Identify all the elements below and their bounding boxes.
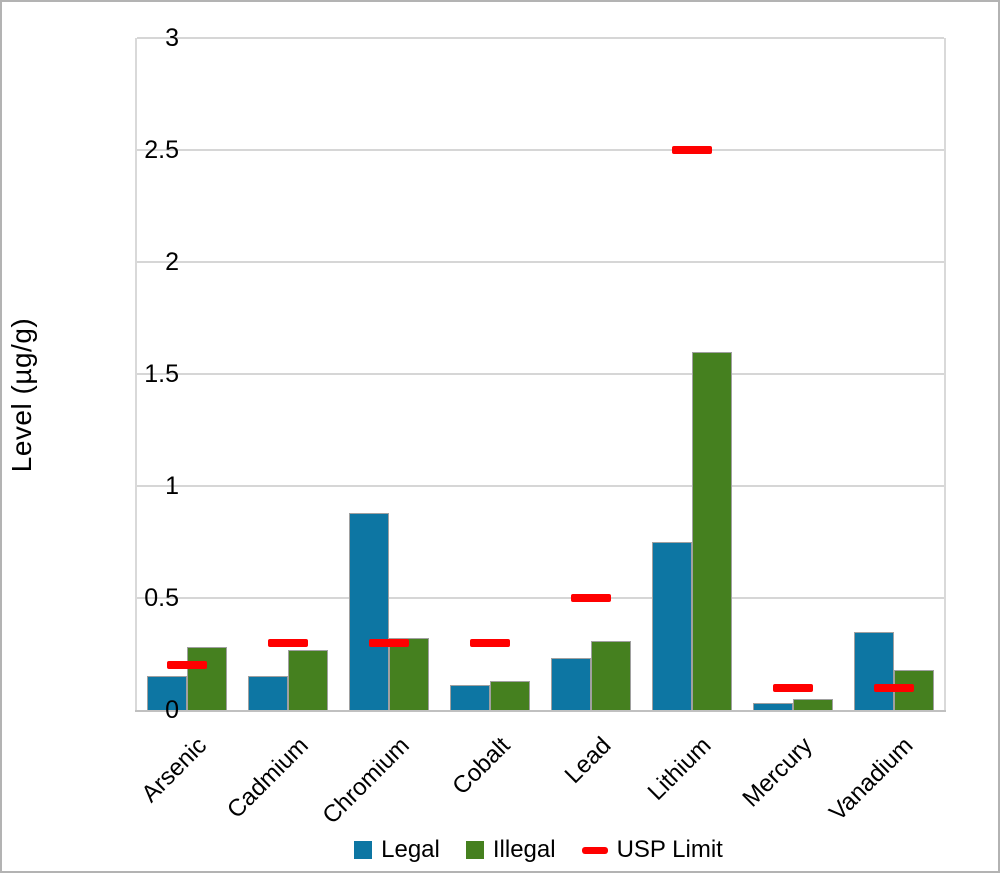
x-label-arsenic: Arsenic <box>136 732 213 808</box>
legend-swatch-illegal <box>465 841 484 859</box>
plot-area <box>135 37 946 712</box>
x-label-lead: Lead <box>559 732 617 789</box>
x-label-cobalt: Cobalt <box>447 732 516 801</box>
bar-illegal-mercury <box>792 698 833 710</box>
y-tick-label-0.5: 0.5 <box>144 584 179 612</box>
gridline-y-0.5 <box>137 597 944 599</box>
y-tick-label-0: 0 <box>165 696 179 724</box>
usp-limit-dash-mercury <box>772 683 813 692</box>
y-tick-label-2.5: 2.5 <box>144 136 179 164</box>
y-tick-label-2: 2 <box>165 248 179 276</box>
x-label-mercury: Mercury <box>737 732 818 813</box>
legend-item-usp-limit: USP Limit <box>581 836 723 863</box>
x-axis-line <box>135 710 946 712</box>
bar-legal-lead <box>550 658 591 710</box>
bar-illegal-lithium <box>691 351 732 710</box>
x-label-lithium: Lithium <box>643 732 717 806</box>
x-label-vanadium: Vanadium <box>824 732 919 827</box>
usp-limit-dash-chromium <box>369 638 410 647</box>
bar-illegal-cadmium <box>288 649 329 710</box>
y-tick-label-3: 3 <box>165 24 179 52</box>
gridline-y-2.5 <box>137 149 944 151</box>
gridline-y-1.5 <box>137 373 944 375</box>
legend-label-illegal: Illegal <box>492 836 556 863</box>
legend-swatch-usp-limit-dash-icon <box>581 846 608 854</box>
bar-legal-vanadium <box>853 631 894 710</box>
bar-legal-chromium <box>349 512 390 710</box>
gridline-y-3 <box>137 37 944 39</box>
usp-limit-dash-lead <box>570 594 611 602</box>
legend-item-legal: Legal <box>354 838 440 862</box>
legend-label-usp-limit: USP Limit <box>616 836 723 863</box>
x-label-chromium: Chromium <box>316 732 415 830</box>
legend: Legal Illegal USP Limit <box>135 838 942 862</box>
usp-limit-dash-vanadium <box>873 683 914 692</box>
legend-swatch-legal <box>354 841 373 859</box>
y-tick-label-1.5: 1.5 <box>144 360 179 388</box>
bar-legal-cobalt <box>450 685 491 710</box>
usp-limit-dash-arsenic <box>167 661 208 670</box>
y-axis-title: Level (µg/g) <box>6 317 37 473</box>
bar-legal-cadmium <box>248 676 289 710</box>
gridline-y-2 <box>137 261 944 263</box>
bar-illegal-lead <box>590 640 631 710</box>
bar-illegal-chromium <box>389 638 430 710</box>
bar-legal-arsenic <box>147 676 188 710</box>
usp-limit-dash-cadmium <box>268 638 309 647</box>
bar-legal-mercury <box>752 703 793 710</box>
bar-illegal-arsenic <box>187 647 228 710</box>
usp-limit-dash-lithium <box>671 146 712 154</box>
gridline-y-1 <box>137 485 944 487</box>
x-label-cadmium: Cadmium <box>221 732 314 824</box>
y-tick-label-1: 1 <box>165 472 179 500</box>
legend-item-illegal: Illegal <box>465 836 556 863</box>
bar-legal-lithium <box>651 542 692 710</box>
usp-limit-dash-cobalt <box>470 638 511 647</box>
legend-label-legal: Legal <box>381 836 440 863</box>
bar-illegal-cobalt <box>490 680 531 710</box>
